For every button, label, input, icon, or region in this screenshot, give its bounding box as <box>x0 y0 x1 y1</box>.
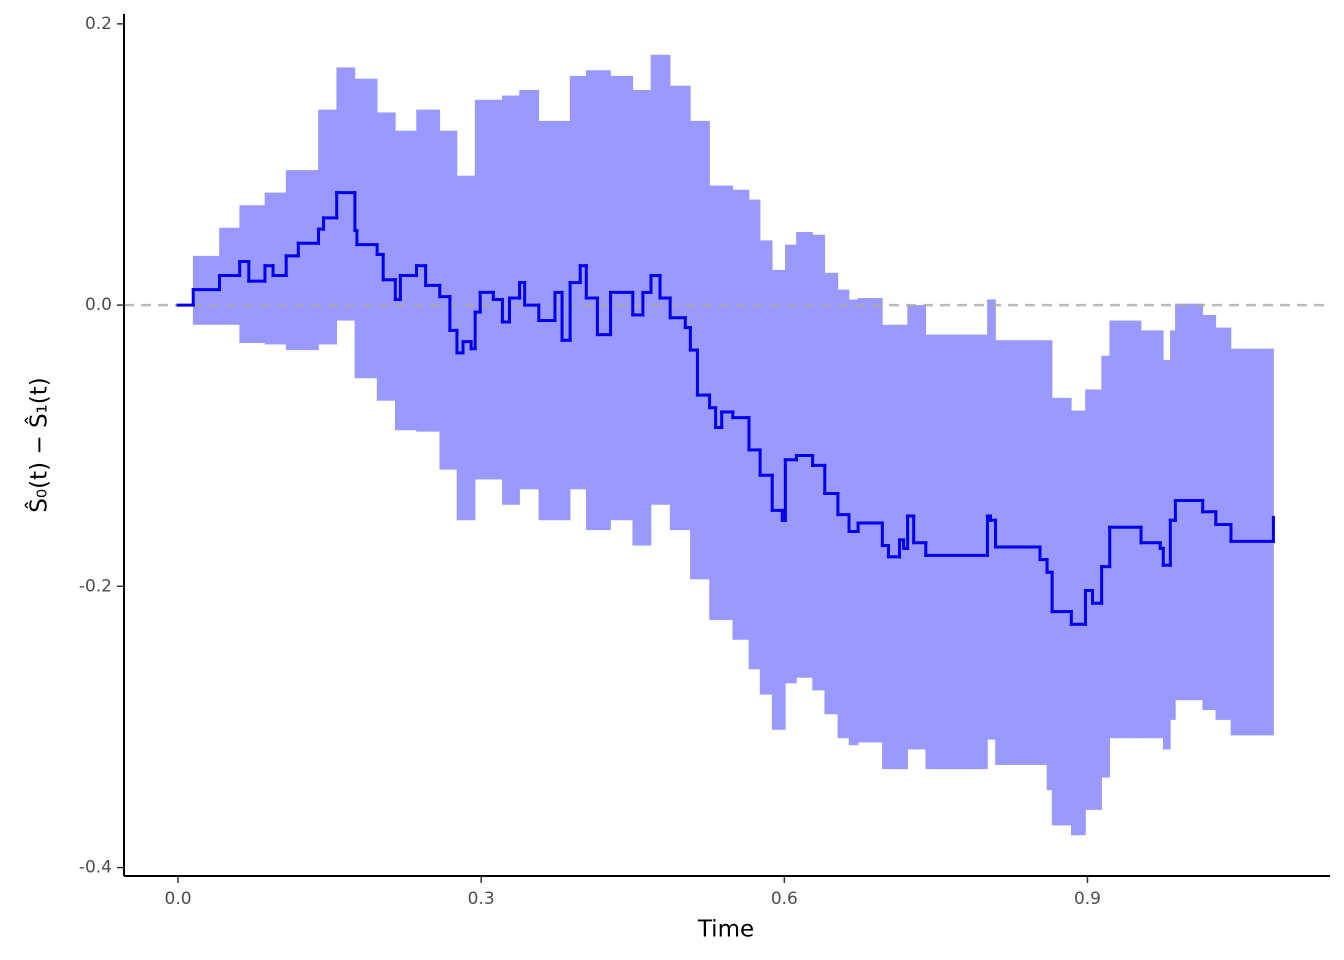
confidence-band <box>1162 359 1171 750</box>
confidence-band <box>376 112 396 401</box>
confidence-band <box>848 299 859 746</box>
confidence-band <box>748 199 761 670</box>
y-tick-label: -0.2 <box>79 576 112 596</box>
confidence-band <box>456 175 476 521</box>
y-tick-label: 0.2 <box>85 14 112 34</box>
confidence-band <box>1170 330 1176 720</box>
confidence-band <box>416 109 441 432</box>
confidence-band <box>318 109 338 345</box>
confidence-band <box>771 269 786 730</box>
confidence-band <box>354 78 378 379</box>
x-axis-title: Time <box>697 917 754 943</box>
confidence-band <box>474 99 503 480</box>
confidence-band <box>395 130 417 431</box>
x-tick-label: 0.9 <box>1074 889 1101 909</box>
confidence-band <box>1140 330 1164 739</box>
x-tick-label: 0.0 <box>165 889 192 909</box>
confidence-band <box>907 305 927 750</box>
x-tick-label: 0.6 <box>771 889 798 909</box>
y-axis-title: Ŝ₀(t) − Ŝ₁(t) <box>25 377 53 512</box>
confidence-band <box>502 95 520 505</box>
confidence-band <box>812 234 826 691</box>
confidence-band <box>785 244 797 684</box>
y-tick-label: 0.0 <box>85 295 112 315</box>
confidence-band <box>264 192 287 345</box>
confidence-band <box>610 75 634 521</box>
confidence-band <box>439 130 458 470</box>
confidence-band <box>519 89 540 490</box>
confidence-band <box>759 240 773 695</box>
confidence-band <box>285 170 319 351</box>
y-tick-label: -0.4 <box>79 858 112 878</box>
confidence-band <box>857 298 883 743</box>
confidence-band <box>669 85 691 531</box>
x-tick-label: 0.3 <box>468 889 495 909</box>
confidence-band <box>925 334 988 770</box>
confidence-band <box>1046 340 1053 791</box>
confidence-band <box>239 205 266 344</box>
confidence-band <box>732 189 750 640</box>
confidence-band <box>632 89 652 546</box>
confidence-band <box>1109 320 1142 739</box>
confidence-band <box>709 185 734 621</box>
confidence-band <box>690 120 710 580</box>
